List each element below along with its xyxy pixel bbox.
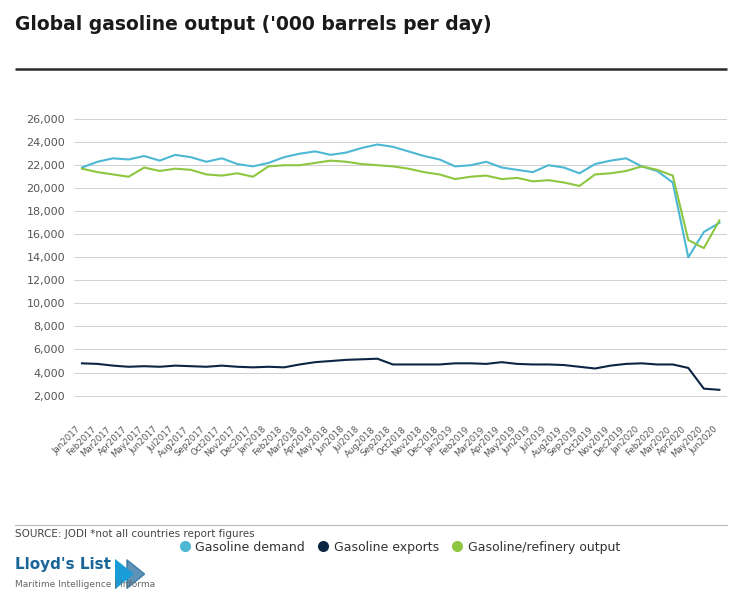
Text: Lloyd's List: Lloyd's List [15,557,111,572]
Text: Maritime Intelligence | Informa: Maritime Intelligence | Informa [15,580,155,589]
Text: Global gasoline output ('000 barrels per day): Global gasoline output ('000 barrels per… [15,15,491,34]
Text: SOURCE: JODI *not all countries report figures: SOURCE: JODI *not all countries report f… [15,529,255,539]
Polygon shape [115,560,133,588]
Polygon shape [127,560,145,588]
Legend: Gasoline demand, Gasoline exports, Gasoline/refinery output: Gasoline demand, Gasoline exports, Gasol… [177,535,625,559]
